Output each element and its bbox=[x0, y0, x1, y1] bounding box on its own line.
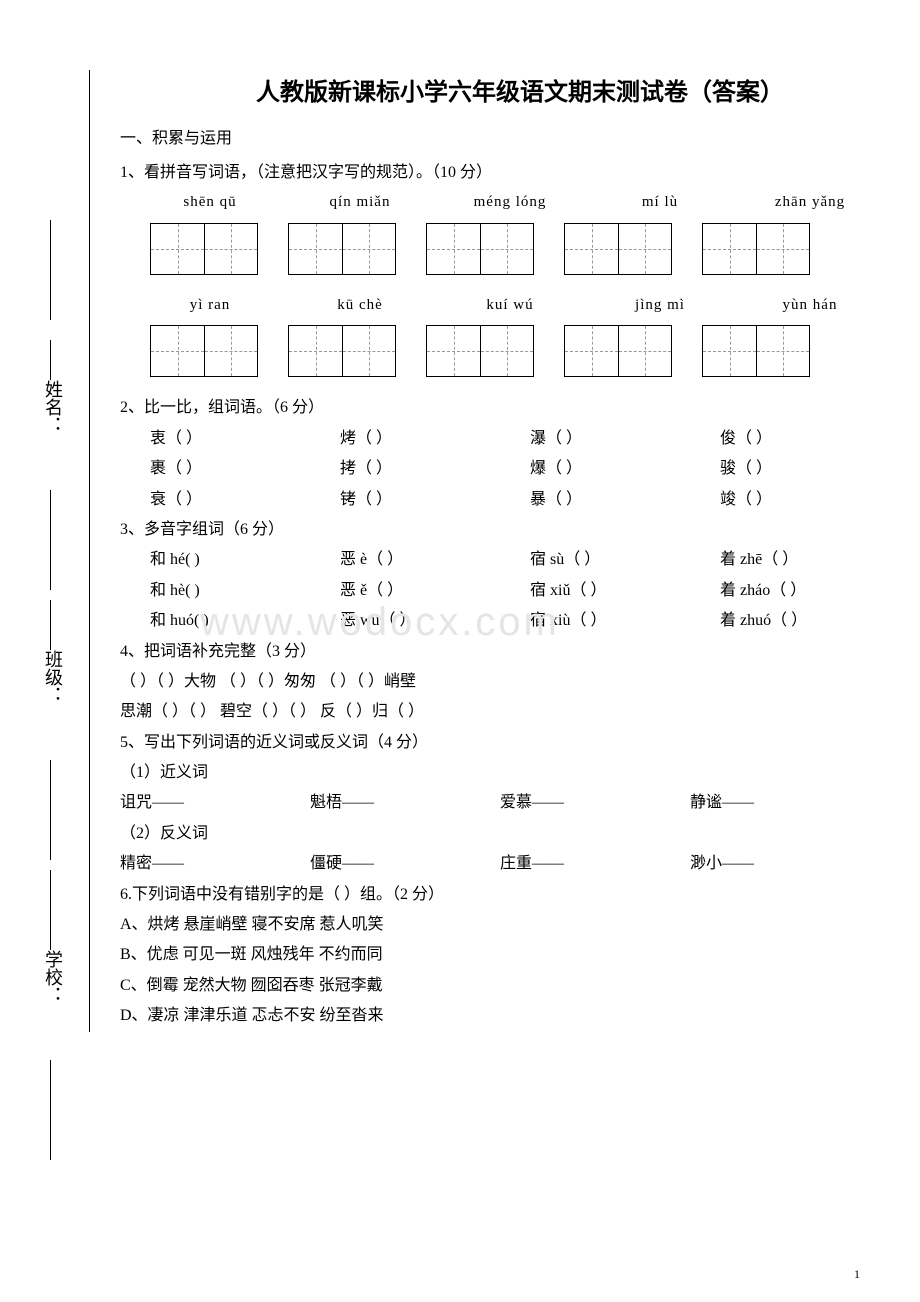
q4-label: 4、把词语补充完整（3 分） bbox=[120, 637, 920, 667]
margin-line bbox=[50, 760, 51, 860]
q6-label: 6.下列词语中没有错别字的是（ ）组。（2 分） bbox=[120, 880, 920, 910]
pinyin-text: jìng mì bbox=[600, 291, 720, 320]
content-area: 人教版新课标小学六年级语文期末测试卷（答案） 一、积累与运用 1、看拼音写词语，… bbox=[120, 70, 920, 1032]
q2-item: 衰（ ） bbox=[150, 485, 340, 515]
q6-option: D、凄凉 津津乐道 忑忐不安 纷至沓来 bbox=[120, 1001, 920, 1031]
char-box[interactable] bbox=[150, 325, 258, 377]
char-box[interactable] bbox=[426, 223, 534, 275]
q3-item: 着 zháo（ ） bbox=[720, 576, 920, 606]
q5-row: 诅咒—— 魁梧—— 爱慕—— 静谧—— bbox=[120, 788, 920, 818]
q3-item: 和 hé( ) bbox=[150, 545, 340, 575]
q2-item: 烤（ ） bbox=[340, 424, 530, 454]
label-name: 姓名： bbox=[40, 380, 66, 434]
page-number: 1 bbox=[854, 1267, 860, 1282]
q2-item: 裹（ ） bbox=[150, 454, 340, 484]
q6-option: C、倒霉 宠然大物 囫囵吞枣 张冠李戴 bbox=[120, 971, 920, 1001]
pinyin-text: méng lóng bbox=[450, 188, 570, 217]
label-school: 学校： bbox=[40, 950, 66, 1004]
q6-option: B、优虑 可见一斑 风烛残年 不约而同 bbox=[120, 940, 920, 970]
pinyin-row: yì ran kū chè kuí wú jìng mì yùn hán bbox=[120, 291, 920, 320]
q2-item: 暴（ ） bbox=[530, 485, 720, 515]
q2-row: 衰（ ） 铐（ ） 暴（ ） 竣（ ） bbox=[150, 485, 920, 515]
pinyin-text: yùn hán bbox=[750, 291, 870, 320]
char-box[interactable] bbox=[564, 325, 672, 377]
q3-item: 着 zhē（ ） bbox=[720, 545, 920, 575]
page-title: 人教版新课标小学六年级语文期末测试卷（答案） bbox=[120, 70, 920, 116]
q6-option: A、烘烤 悬崖峭壁 寝不安席 惹人叽笑 bbox=[120, 910, 920, 940]
q5-item: 渺小—— bbox=[690, 849, 880, 879]
q3-label: 3、多音字组词（6 分） bbox=[120, 515, 920, 545]
left-margin: 姓名： 班级： 学校： bbox=[10, 70, 90, 1032]
q2-row: 衷（ ） 烤（ ） 瀑（ ） 俊（ ） bbox=[150, 424, 920, 454]
pinyin-text: yì ran bbox=[150, 291, 270, 320]
q2-grid: 衷（ ） 烤（ ） 瀑（ ） 俊（ ） 裹（ ） 拷（ ） 爆（ ） 骏（ ） bbox=[120, 424, 920, 515]
q2-item: 俊（ ） bbox=[720, 424, 910, 454]
q3-item: 宿 sù（ ） bbox=[530, 545, 720, 575]
q4-row: 思潮（ ）（ ） 碧空（ ）（ ） 反（ ）归（ ） bbox=[120, 697, 920, 727]
char-box[interactable] bbox=[426, 325, 534, 377]
q5-item: 僵硬—— bbox=[310, 849, 500, 879]
pinyin-text: kuí wú bbox=[450, 291, 570, 320]
q2-item: 拷（ ） bbox=[340, 454, 530, 484]
q3-item: 宿 xiù（ ） bbox=[530, 606, 720, 636]
q3-row: 和 huó( ) 恶 wù（ ） 宿 xiù（ ） 着 zhuó（ ） bbox=[150, 606, 920, 636]
q3-item: 恶 è（ ） bbox=[340, 545, 530, 575]
q3-row: 和 hè( ) 恶 ě（ ） 宿 xiǔ（ ） 着 zháo（ ） bbox=[150, 576, 920, 606]
pinyin-text: shēn qū bbox=[150, 188, 270, 217]
q5-item: 庄重—— bbox=[500, 849, 690, 879]
section-heading: 一、积累与运用 bbox=[120, 124, 920, 154]
q3-row: 和 hé( ) 恶 è（ ） 宿 sù（ ） 着 zhē（ ） bbox=[150, 545, 920, 575]
q2-label: 2、比一比，组词语。（6 分） bbox=[120, 393, 920, 423]
q5-item: 精密—— bbox=[120, 849, 310, 879]
q3-item: 着 zhuó（ ） bbox=[720, 606, 920, 636]
q3-item: 宿 xiǔ（ ） bbox=[530, 576, 720, 606]
q5-row: 精密—— 僵硬—— 庄重—— 渺小—— bbox=[120, 849, 920, 879]
char-box[interactable] bbox=[702, 223, 810, 275]
q5-item: 魁梧—— bbox=[310, 788, 500, 818]
pinyin-row: shēn qū qín miǎn méng lóng mí lù zhān yǎ… bbox=[120, 188, 920, 217]
pinyin-text: qín miǎn bbox=[300, 188, 420, 217]
q2-item: 竣（ ） bbox=[720, 485, 910, 515]
char-box[interactable] bbox=[702, 325, 810, 377]
q5-label: 5、写出下列词语的近义词或反义词（4 分） bbox=[120, 728, 920, 758]
q3-item: 恶 wù（ ） bbox=[340, 606, 530, 636]
q5-item: 静谧—— bbox=[690, 788, 880, 818]
label-class: 班级： bbox=[40, 650, 66, 704]
margin-line bbox=[50, 490, 51, 590]
q3-item: 和 hè( ) bbox=[150, 576, 340, 606]
char-box[interactable] bbox=[150, 223, 258, 275]
margin-line bbox=[50, 220, 51, 320]
margin-line bbox=[50, 870, 51, 950]
q2-item: 骏（ ） bbox=[720, 454, 910, 484]
char-box[interactable] bbox=[288, 223, 396, 275]
q5-sub: （2）反义词 bbox=[120, 819, 920, 849]
char-box-row bbox=[120, 223, 920, 275]
q4-row: （ ）（ ）大物 （ ）（ ）匆匆 （ ）（ ）峭壁 bbox=[120, 667, 920, 697]
q2-row: 裹（ ） 拷（ ） 爆（ ） 骏（ ） bbox=[150, 454, 920, 484]
q5-item: 爱慕—— bbox=[500, 788, 690, 818]
char-box[interactable] bbox=[564, 223, 672, 275]
char-box-row bbox=[120, 325, 920, 377]
pinyin-text: zhān yǎng bbox=[750, 188, 870, 217]
q2-item: 衷（ ） bbox=[150, 424, 340, 454]
q2-item: 瀑（ ） bbox=[530, 424, 720, 454]
q5-item: 诅咒—— bbox=[120, 788, 310, 818]
margin-line bbox=[50, 600, 51, 650]
page-container: 姓名： 班级： 学校： 人教版新课标小学六年级语文期末测试卷（答案） 一、积累与… bbox=[0, 0, 920, 1062]
q3-grid: 和 hé( ) 恶 è（ ） 宿 sù（ ） 着 zhē（ ） 和 hè( ) … bbox=[120, 545, 920, 636]
pinyin-text: kū chè bbox=[300, 291, 420, 320]
q5-sub: （1）近义词 bbox=[120, 758, 920, 788]
q3-item: 和 huó( ) bbox=[150, 606, 340, 636]
q2-item: 铐（ ） bbox=[340, 485, 530, 515]
margin-line bbox=[50, 1060, 51, 1160]
char-box[interactable] bbox=[288, 325, 396, 377]
pinyin-text: mí lù bbox=[600, 188, 720, 217]
q2-item: 爆（ ） bbox=[530, 454, 720, 484]
margin-line bbox=[50, 340, 51, 380]
q1-label: 1、看拼音写词语，（注意把汉字写的规范）。（10 分） bbox=[120, 158, 920, 188]
q3-item: 恶 ě（ ） bbox=[340, 576, 530, 606]
